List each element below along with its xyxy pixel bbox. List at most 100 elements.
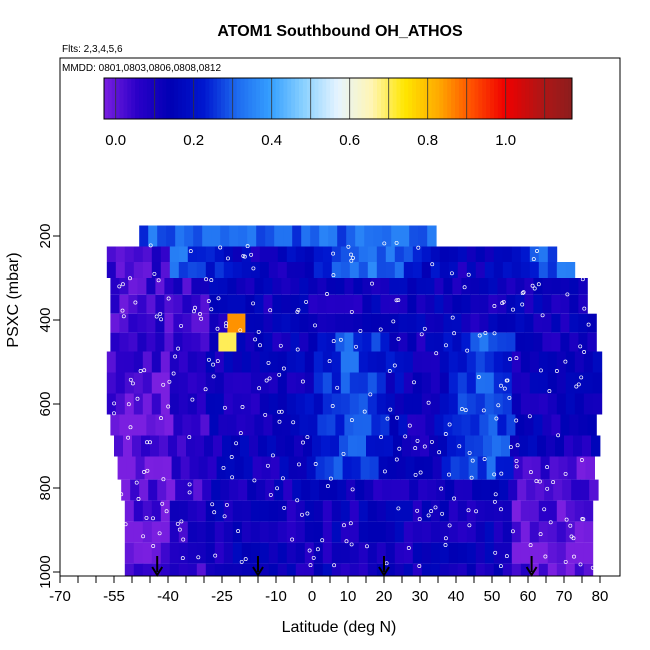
heatmap-cell: [412, 542, 423, 564]
heatmap-cell: [245, 332, 255, 352]
observation-point: [346, 244, 351, 249]
heatmap-cell: [187, 542, 198, 564]
colorbar-segment: [283, 78, 288, 119]
observation-point: [458, 240, 463, 245]
colorbar-segment: [330, 78, 335, 119]
heatmap-cell: [416, 313, 426, 333]
heatmap-cell: [106, 262, 117, 278]
heatmap-cell: [106, 351, 117, 373]
heatmap-cell: [569, 332, 579, 352]
heatmap-cell: [430, 262, 441, 278]
observation-point: [258, 343, 262, 348]
heatmap-cell: [371, 414, 381, 436]
heatmap-cell: [461, 294, 471, 314]
heatmap-cell: [394, 542, 405, 564]
heatmap-cell: [128, 332, 138, 352]
observation-point: [251, 266, 256, 271]
observation-point: [119, 492, 124, 497]
heatmap-cell: [565, 351, 576, 373]
observation-point: [417, 564, 422, 568]
heatmap-cell: [479, 332, 489, 352]
observation-point: [121, 314, 126, 319]
heatmap-cell: [439, 372, 450, 394]
observation-point: [215, 326, 220, 331]
observation-point: [415, 508, 420, 513]
heatmap-cell: [348, 435, 358, 457]
colorbar-segment: [279, 78, 284, 119]
heatmap-cell: [537, 435, 547, 457]
heatmap-cell: [565, 500, 576, 522]
heatmap-cell: [387, 456, 397, 480]
observation-point: [275, 486, 280, 491]
heatmap-cell: [475, 521, 486, 543]
heatmap-cell: [317, 294, 327, 314]
heatmap-cell: [328, 479, 338, 501]
heatmap-cell: [403, 563, 414, 576]
observation-point: [590, 565, 595, 570]
heatmap-cell: [142, 372, 153, 394]
heatmap-cell: [227, 278, 237, 295]
heatmap-cell: [151, 500, 162, 522]
heatmap-cell: [169, 542, 180, 564]
heatmap-cell: [475, 500, 486, 522]
heatmap-cell: [326, 313, 336, 333]
heatmap-cell: [187, 393, 198, 415]
heatmap-cell: [448, 521, 459, 543]
heatmap-cell: [205, 542, 216, 564]
heatmap-cell: [430, 542, 441, 564]
heatmap-cell: [148, 225, 158, 247]
heatmap-cell: [358, 500, 369, 522]
heatmap-cell: [418, 479, 428, 501]
heatmap-cell: [394, 521, 405, 543]
colorbar-segment: [373, 78, 378, 119]
colorbar-segment: [443, 78, 448, 119]
heatmap-cell: [367, 351, 378, 373]
heatmap-cell: [565, 372, 576, 394]
heatmap-cell: [340, 500, 351, 522]
latitude-arrow: [525, 556, 538, 577]
heatmap-cell: [547, 351, 558, 373]
observation-point: [350, 487, 355, 492]
heatmap-cell: [126, 456, 136, 480]
heatmap-cell: [335, 332, 345, 352]
observation-point: [344, 539, 349, 544]
observation-point: [313, 462, 318, 466]
x-tick-label: -25: [211, 588, 233, 605]
heatmap-cell: [340, 262, 351, 278]
observation-point: [494, 416, 499, 421]
colorbar-tick-label: 0.6: [339, 132, 360, 149]
heatmap-cell: [490, 479, 500, 501]
colorbar-segment: [552, 78, 557, 119]
observation-point: [112, 401, 117, 406]
colorbar: 0.0 0.2 0.4 0.6 0.8 1.0: [103, 77, 573, 149]
observation-point: [416, 245, 421, 250]
colorbar-segment: [540, 78, 546, 119]
heatmap-cell: [308, 278, 318, 295]
heatmap-cell: [142, 563, 153, 576]
observation-point: [325, 484, 330, 489]
heatmap-cell: [151, 262, 162, 278]
heatmap-cell: [315, 456, 325, 480]
observation-point: [123, 522, 128, 527]
heatmap-cell: [322, 542, 333, 564]
heatmap-cell: [502, 372, 513, 394]
heatmap-cell: [173, 278, 183, 295]
colorbar-segment: [193, 78, 199, 119]
heatmap-cell: [529, 500, 540, 522]
heatmap-cell: [236, 278, 246, 295]
heatmap-cell: [580, 479, 590, 501]
observation-point: [222, 405, 227, 410]
heatmap-cell: [367, 372, 378, 394]
heatmap-cell: [515, 313, 525, 333]
heatmap-cell: [376, 521, 387, 543]
heatmap-cell: [457, 393, 468, 415]
heatmap-cell: [486, 456, 496, 480]
x-tick-label: 60: [520, 588, 537, 605]
heatmap-cell: [578, 414, 588, 436]
heatmap-cell: [155, 332, 165, 352]
heatmap-cell: [551, 414, 561, 436]
colorbar-segment: [221, 78, 226, 119]
observation-point: [341, 451, 346, 456]
observation-point: [135, 396, 140, 401]
heatmap-cell: [193, 479, 203, 501]
